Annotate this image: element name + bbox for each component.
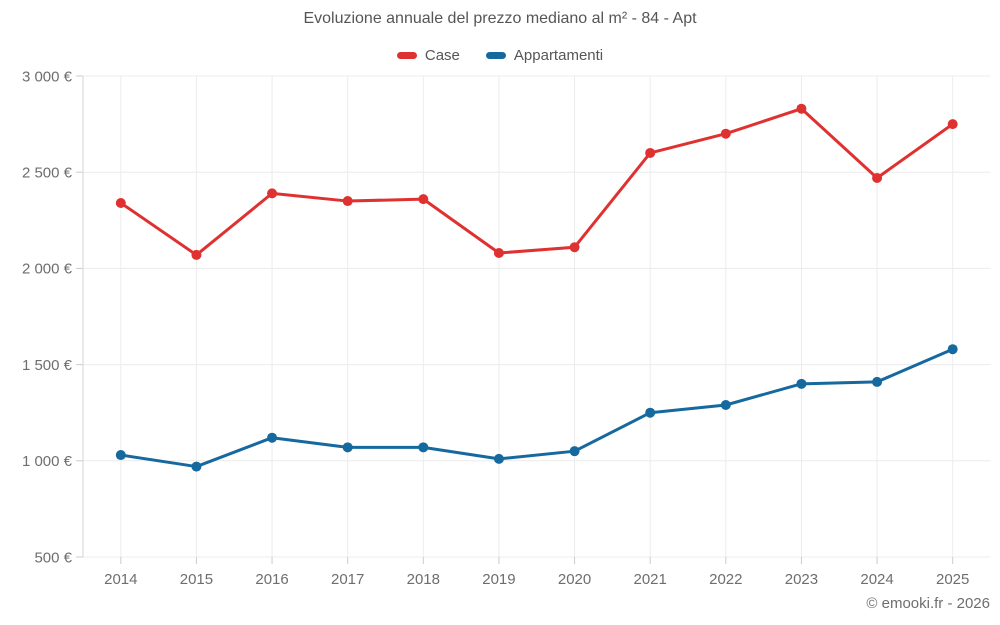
data-point-case[interactable] (342, 196, 353, 207)
data-point-appartamenti[interactable] (569, 446, 580, 457)
case-series-swatch-icon (396, 52, 417, 59)
data-point-appartamenti[interactable] (115, 450, 126, 461)
y-axis-label: 1 000 € (22, 453, 73, 470)
x-axis-label: 2015 (180, 571, 213, 588)
data-point-case[interactable] (947, 119, 958, 130)
data-point-appartamenti[interactable] (645, 407, 656, 418)
data-point-case[interactable] (191, 249, 202, 260)
data-point-appartamenti[interactable] (342, 442, 353, 453)
data-point-case[interactable] (418, 194, 429, 205)
x-axis-label: 2016 (255, 571, 288, 588)
data-point-case[interactable] (796, 103, 807, 114)
data-point-appartamenti[interactable] (418, 442, 429, 453)
data-point-case[interactable] (872, 172, 883, 183)
y-axis-label: 1 500 € (22, 357, 73, 374)
x-axis-label: 2018 (407, 571, 440, 588)
series-line-case (119, 107, 955, 257)
legend-item-appartamenti[interactable]: Appartamenti (485, 47, 604, 64)
x-axis-label: 2021 (634, 571, 667, 588)
data-point-case[interactable] (493, 248, 504, 259)
legend-label-case: Case (424, 47, 460, 64)
legend-label-appartamenti: Appartamenti (513, 47, 604, 64)
x-axis-label: 2025 (936, 571, 969, 588)
y-axis-label: 2 500 € (22, 164, 73, 181)
data-point-case[interactable] (645, 147, 656, 158)
copyright-text: © emooki.fr - 2026 (866, 595, 990, 612)
chart-title: Evoluzione annuale del prezzo mediano al… (303, 10, 697, 27)
x-axis-label: 2020 (558, 571, 591, 588)
data-point-appartamenti[interactable] (947, 344, 958, 355)
data-point-appartamenti[interactable] (267, 432, 278, 443)
y-axis-label: 500 € (34, 549, 72, 566)
legend-item-case[interactable]: Case (396, 47, 460, 64)
data-point-appartamenti[interactable] (191, 461, 202, 472)
x-axis-label: 2019 (482, 571, 515, 588)
y-axis-label: 2 000 € (22, 261, 73, 278)
data-point-case[interactable] (115, 197, 126, 208)
y-axis-label: 3 000 € (22, 68, 73, 85)
x-axis-label: 2014 (104, 571, 137, 588)
series-line-appartamenti (119, 347, 955, 469)
data-point-appartamenti[interactable] (796, 378, 807, 389)
x-axis-label: 2017 (331, 571, 364, 588)
data-point-case[interactable] (720, 128, 731, 139)
data-point-appartamenti[interactable] (720, 400, 731, 411)
appartamenti-series-swatch-icon (485, 52, 506, 59)
data-point-appartamenti[interactable] (493, 453, 504, 464)
data-point-case[interactable] (267, 188, 278, 199)
x-axis-label: 2022 (709, 571, 742, 588)
data-point-case[interactable] (569, 242, 580, 253)
x-axis-label: 2023 (785, 571, 818, 588)
legend: Case Appartamenti (0, 47, 1000, 64)
x-axis-label: 2024 (860, 571, 893, 588)
data-point-appartamenti[interactable] (872, 376, 883, 387)
